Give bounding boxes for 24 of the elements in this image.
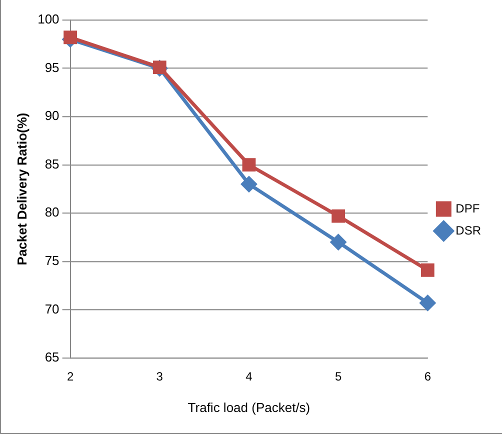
x-tick-label: 6 bbox=[424, 370, 432, 384]
y-tick-label: 70 bbox=[44, 301, 60, 316]
x-axis-title: Trafic load (Packet/s) bbox=[188, 400, 310, 415]
point bbox=[241, 176, 257, 192]
legend-label: DPF bbox=[456, 201, 480, 216]
point bbox=[420, 263, 434, 277]
y-tick-label: 90 bbox=[44, 108, 60, 124]
point bbox=[420, 295, 436, 311]
y-tick-label: 100 bbox=[38, 12, 60, 27]
y-tick-label: 65 bbox=[44, 350, 60, 365]
y-tick-label: 85 bbox=[44, 156, 60, 172]
point bbox=[332, 209, 346, 223]
x-tick-label: 3 bbox=[156, 370, 164, 384]
point bbox=[242, 158, 256, 172]
y-tick-label: 75 bbox=[44, 253, 60, 268]
point bbox=[330, 234, 346, 250]
x-tick-label: 4 bbox=[246, 370, 253, 384]
x-tick-label: 2 bbox=[66, 370, 74, 384]
y-tick-label: 80 bbox=[44, 204, 60, 220]
x-tick-label: 5 bbox=[334, 370, 342, 384]
legend-label: DSR bbox=[456, 223, 482, 238]
y-tick-label: 95 bbox=[44, 60, 60, 75]
y-axis-title: Packet Delivery Ratio(%) bbox=[14, 112, 30, 266]
point bbox=[64, 30, 77, 44]
